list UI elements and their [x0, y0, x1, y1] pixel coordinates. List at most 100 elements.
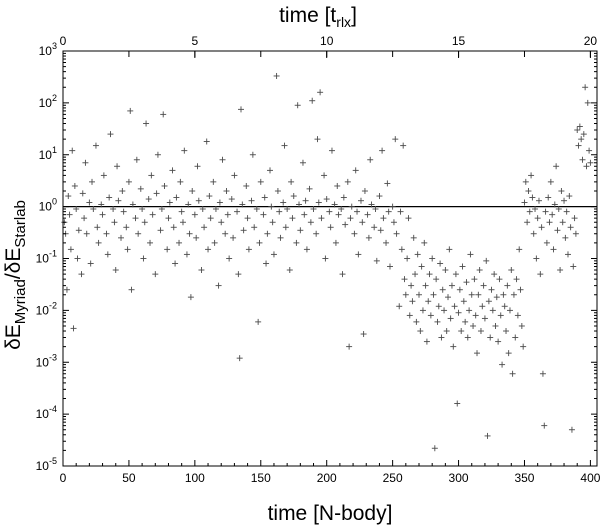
data-point-plus-marker: [495, 338, 502, 345]
data-point-plus-marker: [70, 325, 77, 332]
x2-tick-label: 15: [452, 34, 466, 48]
data-point-plus-marker: [264, 230, 271, 237]
data-point-plus-marker: [570, 263, 577, 270]
data-point-plus-marker: [111, 219, 118, 226]
data-point-plus-marker: [497, 312, 504, 319]
data-point-plus-marker: [216, 199, 223, 206]
data-point-plus-marker: [187, 294, 194, 301]
data-point-plus-marker: [177, 178, 184, 185]
data-point-plus-marker: [505, 350, 512, 357]
data-point-plus-marker: [405, 215, 412, 222]
data-point-plus-marker: [120, 208, 127, 215]
data-point-plus-marker: [365, 234, 372, 241]
x-tick-label: 150: [251, 471, 271, 485]
data-point-plus-marker: [289, 215, 296, 222]
data-point-plus-marker: [87, 260, 94, 267]
data-point-plus-marker: [210, 178, 217, 185]
data-point-plus-marker: [81, 215, 88, 222]
data-point-plus-marker: [299, 159, 306, 166]
data-point-plus-marker: [191, 211, 198, 218]
data-point-plus-marker: [373, 257, 380, 264]
data-point-plus-marker: [483, 257, 490, 264]
top-axis-title: time [trlx]: [279, 4, 357, 30]
data-point-plus-marker: [173, 194, 180, 201]
data-point-plus-marker: [371, 224, 378, 231]
data-point-plus-marker: [385, 208, 392, 215]
data-point-plus-marker: [535, 197, 542, 204]
data-point-plus-marker: [294, 102, 301, 109]
data-point-plus-marker: [119, 188, 126, 195]
data-point-plus-marker: [71, 182, 78, 189]
data-point-plus-marker: [467, 251, 474, 258]
data-point-plus-marker: [566, 193, 573, 200]
data-point-plus-marker: [255, 318, 262, 325]
data-point-plus-marker: [315, 199, 322, 206]
y-tick-label: 102: [39, 93, 57, 110]
data-point-plus-marker: [488, 286, 495, 293]
data-point-plus-marker: [267, 167, 274, 174]
data-point-plus-marker: [409, 298, 416, 305]
data-point-plus-marker: [510, 291, 517, 298]
data-point-plus-marker: [384, 180, 391, 187]
data-point-plus-marker: [328, 147, 335, 154]
data-point-plus-marker: [137, 185, 144, 192]
data-point-plus-marker: [406, 312, 413, 319]
data-point-plus-marker: [268, 203, 275, 210]
data-point-plus-marker: [335, 211, 342, 218]
data-point-plus-marker: [104, 251, 111, 258]
data-point-plus-marker: [212, 205, 219, 212]
data-point-plus-marker: [396, 303, 403, 310]
data-point-plus-marker: [145, 196, 152, 203]
data-point-plus-marker: [339, 271, 346, 278]
data-point-plus-marker: [533, 255, 540, 262]
data-point-plus-marker: [413, 318, 420, 325]
data-point-plus-marker: [161, 182, 168, 189]
data-point-plus-marker: [390, 219, 397, 226]
data-point-plus-marker: [185, 201, 192, 208]
data-point-plus-marker: [346, 343, 353, 350]
data-point-plus-marker: [400, 142, 407, 149]
data-point-plus-marker: [276, 208, 283, 215]
data-point-plus-marker: [186, 230, 193, 237]
y-tick-label: 10-1: [36, 249, 57, 266]
data-point-plus-marker: [218, 219, 225, 226]
data-point-plus-marker: [549, 211, 556, 218]
data-point-plus-marker: [86, 199, 93, 206]
data-point-plus-marker: [334, 182, 341, 189]
data-point-plus-marker: [158, 205, 165, 212]
data-point-plus-marker: [178, 208, 185, 215]
data-point-plus-marker: [124, 246, 131, 253]
data-point-plus-marker: [125, 178, 132, 185]
data-point-plus-marker: [539, 370, 546, 377]
data-point-plus-marker: [100, 172, 107, 179]
data-point-plus-marker: [139, 205, 146, 212]
data-point-plus-marker: [106, 194, 113, 201]
data-point-plus-marker: [360, 331, 367, 338]
data-point-plus-marker: [338, 205, 345, 212]
y-tick-label: 103: [39, 41, 57, 58]
data-point-plus-marker: [383, 239, 390, 246]
data-point-plus-marker: [112, 267, 119, 274]
data-point-plus-marker: [377, 227, 384, 234]
data-point-plus-marker: [563, 208, 570, 215]
data-point-plus-marker: [584, 99, 591, 106]
data-point-plus-marker: [580, 131, 587, 138]
data-point-plus-marker: [286, 267, 293, 274]
x-tick-label: 250: [383, 471, 403, 485]
data-point-plus-marker: [224, 211, 231, 218]
data-point-plus-marker: [147, 239, 154, 246]
data-point-plus-marker: [94, 224, 101, 231]
data-point-plus-marker: [500, 291, 507, 298]
data-point-plus-marker: [484, 432, 491, 439]
data-point-plus-marker: [496, 276, 503, 283]
data-point-plus-marker: [269, 219, 276, 226]
x-tick-label: 0: [60, 471, 67, 485]
data-point-plus-marker: [555, 205, 562, 212]
x-tick-label: 50: [122, 471, 136, 485]
data-point-plus-marker: [73, 205, 80, 212]
data-point-plus-marker: [530, 230, 537, 237]
data-point-plus-marker: [518, 322, 525, 329]
data-point-plus-marker: [321, 172, 328, 179]
data-point-plus-marker: [419, 307, 426, 314]
data-point-plus-marker: [140, 255, 147, 262]
